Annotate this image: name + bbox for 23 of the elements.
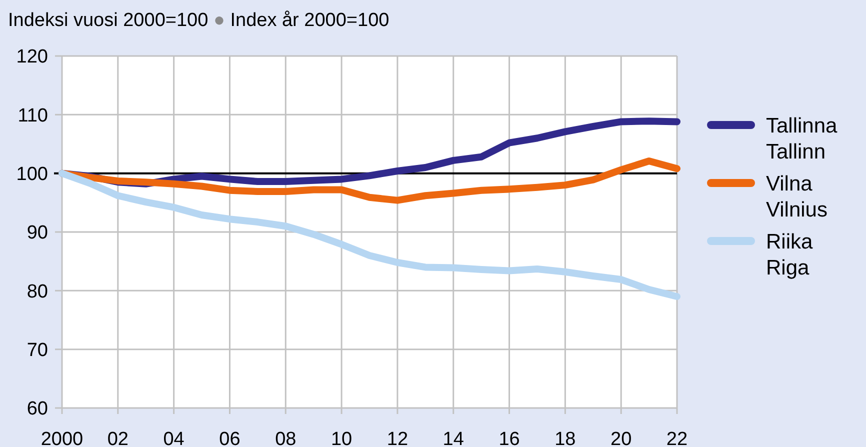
y-tick-label: 60 [26,398,48,420]
x-tick-label: 18 [554,429,576,447]
x-tick-label: 2000 [40,429,84,447]
y-tick-label: 70 [26,340,48,361]
legend-label: Tallinna Tallinn [766,114,838,164]
legend-label: Riika Riga [766,230,813,280]
x-tick-label: 06 [219,429,240,447]
chart-title: Indeksi vuosi 2000=100 ● Index år 2000=100 [8,10,390,31]
y-tick-label: 80 [26,281,48,302]
x-tick-label: 02 [107,429,128,447]
x-tick-label: 04 [163,429,185,447]
x-tick-label: 16 [498,429,520,447]
x-tick-label: 20 [610,429,632,447]
x-tick-label: 22 [666,429,688,447]
y-tick-label: 120 [16,46,48,68]
x-tick-label: 12 [386,429,408,447]
legend-label: Vilna Vilnius [766,172,828,222]
y-tick-label: 90 [26,222,48,244]
x-tick-label: 08 [275,429,296,447]
y-tick-label: 100 [16,164,48,185]
y-tick-label: 110 [18,105,48,126]
x-tick-label: 14 [442,429,464,447]
x-tick-label: 10 [330,429,352,447]
